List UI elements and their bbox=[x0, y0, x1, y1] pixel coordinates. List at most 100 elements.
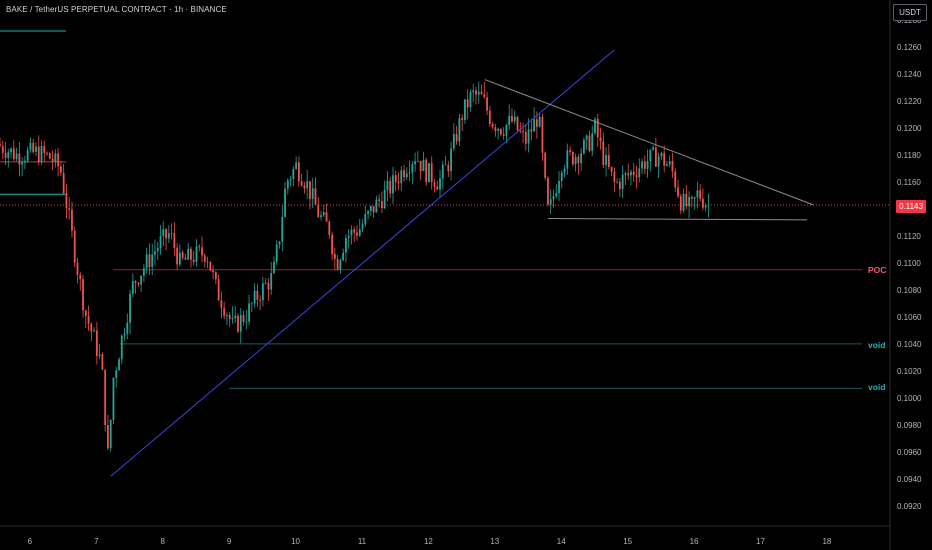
candle-body bbox=[356, 232, 358, 236]
candle-body bbox=[558, 180, 560, 194]
candle-body bbox=[588, 135, 591, 151]
candle-body bbox=[392, 175, 394, 194]
poc-label: POC bbox=[868, 265, 887, 275]
candle-body bbox=[627, 173, 630, 176]
candle-body bbox=[411, 164, 414, 173]
x-tick-label: 12 bbox=[424, 537, 433, 546]
candle-body bbox=[140, 275, 143, 285]
candle-body bbox=[259, 299, 262, 301]
candle-body bbox=[201, 247, 203, 256]
candle-body bbox=[46, 153, 48, 154]
candle-body bbox=[24, 160, 26, 163]
candle-body bbox=[671, 161, 674, 172]
candle-body bbox=[104, 369, 107, 426]
candle-body bbox=[309, 181, 311, 200]
candle-body bbox=[195, 246, 198, 262]
candle-body bbox=[57, 153, 60, 167]
candle-body bbox=[292, 168, 295, 180]
candle-body bbox=[430, 163, 433, 183]
candle-body bbox=[262, 283, 264, 301]
candle-body bbox=[167, 233, 170, 239]
x-tick-label: 6 bbox=[28, 537, 33, 546]
candle-body bbox=[109, 419, 112, 449]
candle-body bbox=[173, 232, 176, 248]
candle-body bbox=[187, 248, 190, 260]
candle-body bbox=[286, 180, 289, 189]
candle-body bbox=[1, 146, 4, 153]
y-tick-label: 0.1080 bbox=[897, 286, 922, 295]
candle-body bbox=[170, 232, 173, 234]
candle-body bbox=[284, 188, 286, 217]
reference-lines bbox=[0, 30, 890, 389]
candle-body bbox=[571, 151, 574, 165]
candle-body bbox=[704, 205, 707, 208]
candle-body bbox=[535, 119, 538, 127]
candle-body bbox=[369, 206, 372, 211]
candle-body bbox=[657, 156, 660, 167]
candle-body bbox=[524, 132, 527, 144]
candle-body bbox=[145, 254, 148, 269]
candle-body bbox=[466, 99, 469, 108]
candle-body bbox=[394, 175, 397, 182]
candle-body bbox=[416, 160, 419, 162]
candle-body bbox=[560, 172, 563, 181]
ascending-trendline bbox=[110, 49, 615, 477]
candle-body bbox=[475, 90, 477, 95]
candle-body bbox=[624, 173, 627, 175]
candle-body bbox=[469, 92, 472, 108]
candle-body bbox=[317, 204, 320, 218]
candle-body bbox=[18, 153, 21, 165]
candle-body bbox=[663, 152, 666, 166]
candle-body bbox=[245, 321, 248, 323]
candle-body bbox=[400, 170, 403, 184]
candle-body bbox=[131, 281, 134, 294]
candle-body bbox=[40, 145, 43, 163]
currency-button[interactable]: USDT bbox=[893, 4, 927, 21]
candle-body bbox=[375, 199, 378, 213]
candle-body bbox=[143, 268, 145, 276]
candle-body bbox=[616, 181, 619, 183]
candle-body bbox=[339, 260, 342, 270]
y-tick-label: 0.0940 bbox=[897, 475, 922, 484]
candle-body bbox=[37, 146, 40, 163]
candle-body bbox=[505, 124, 508, 136]
candle-body bbox=[643, 161, 646, 169]
candle-body bbox=[527, 129, 530, 144]
candle-body bbox=[289, 179, 292, 181]
candle-body bbox=[220, 300, 223, 309]
candle-body bbox=[414, 161, 417, 165]
candle-body bbox=[602, 141, 605, 165]
candle-body bbox=[458, 118, 461, 142]
time-axis[interactable]: 6 7 8 9 10 11 12 13 14 15 16 17 18 bbox=[0, 525, 890, 546]
candle-body bbox=[464, 99, 466, 121]
candle-body bbox=[43, 145, 46, 154]
candle-body bbox=[217, 279, 220, 301]
y-tick-label: 0.1060 bbox=[897, 313, 922, 322]
candle-body bbox=[311, 188, 314, 200]
candle-body bbox=[137, 282, 140, 285]
candle-body bbox=[699, 190, 702, 199]
candle-body bbox=[591, 133, 594, 151]
candle-body bbox=[419, 160, 422, 172]
candle-body bbox=[162, 229, 165, 237]
candle-body bbox=[538, 116, 541, 127]
candle-body bbox=[134, 281, 137, 283]
candle-body bbox=[190, 248, 192, 260]
candle-body bbox=[7, 152, 10, 158]
candle-body bbox=[59, 166, 62, 173]
candle-body bbox=[364, 213, 367, 225]
candle-body bbox=[690, 197, 693, 199]
candle-body bbox=[325, 212, 328, 222]
candle-body bbox=[685, 193, 688, 207]
candle-body bbox=[552, 196, 555, 200]
candle-body bbox=[682, 193, 685, 211]
candle-body bbox=[12, 148, 15, 160]
candle-body bbox=[159, 236, 162, 248]
candle-body bbox=[51, 158, 54, 163]
candle-body bbox=[583, 139, 585, 154]
candle-body bbox=[638, 168, 641, 178]
candle-body bbox=[328, 221, 331, 235]
candle-body bbox=[184, 257, 187, 260]
y-tick-label: 0.0980 bbox=[897, 421, 922, 430]
